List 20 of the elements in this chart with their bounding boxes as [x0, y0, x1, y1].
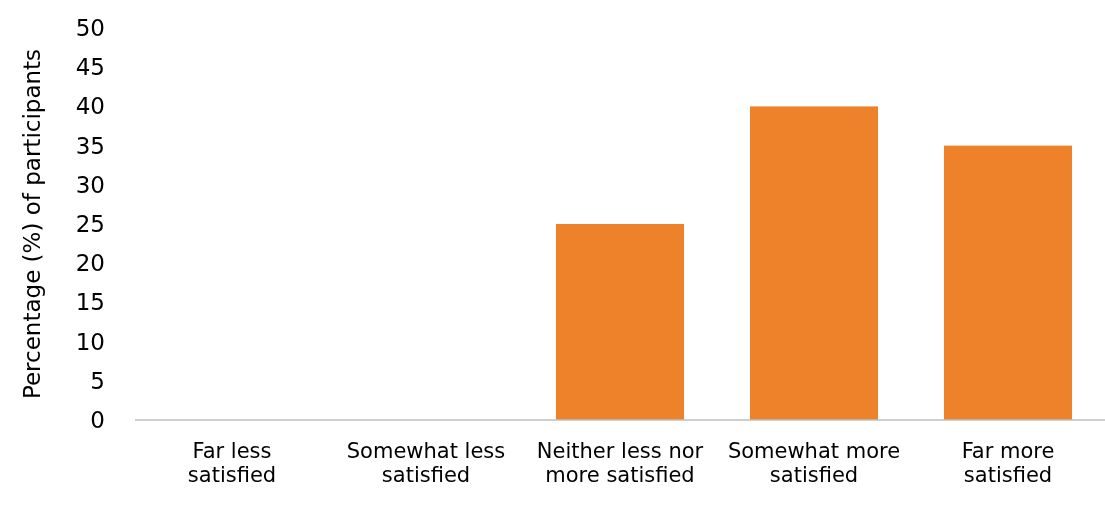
y-tick-label: 0 — [90, 407, 105, 434]
y-tick-label: 40 — [75, 93, 105, 120]
y-axis-title: Percentage (%) of participants — [19, 48, 45, 400]
x-tick-label: Somewhat less satisfied — [346, 439, 506, 488]
y-tick-label: 50 — [75, 15, 105, 42]
bar — [555, 224, 685, 420]
y-tick-label: 35 — [75, 132, 105, 159]
y-tick-label: 5 — [90, 367, 105, 394]
y-tick-label: 20 — [75, 250, 105, 277]
y-tick-label: 25 — [75, 211, 105, 238]
x-tick-label: Far more satisfied — [961, 439, 1055, 488]
x-tick-label: Neither less nor more satisfied — [536, 439, 704, 488]
bar — [749, 106, 879, 420]
x-tick-label: Far less satisfied — [187, 439, 277, 488]
y-tick-label: 10 — [75, 328, 105, 355]
y-tick-label: 30 — [75, 171, 105, 198]
y-tick-label: 45 — [75, 54, 105, 81]
y-tick-label: 15 — [75, 289, 105, 316]
x-tick-label: Somewhat more satisfied — [727, 439, 901, 488]
bar — [943, 145, 1073, 420]
